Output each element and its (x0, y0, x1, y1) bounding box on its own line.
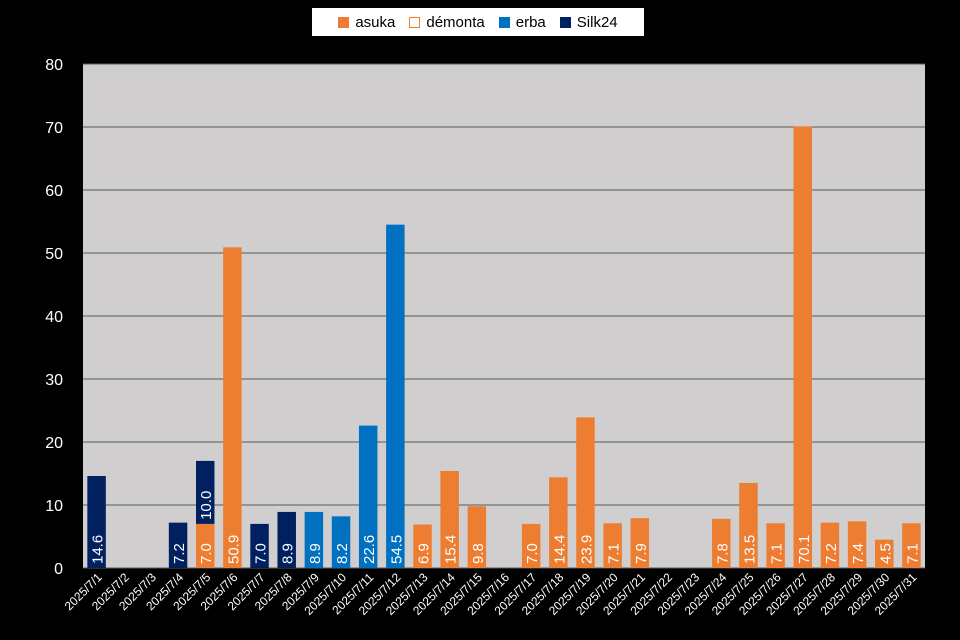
data-label: 9.8 (470, 543, 487, 564)
data-label: 7.9 (633, 543, 650, 564)
y-tick-label: 10 (45, 498, 63, 515)
y-tick-label: 20 (45, 435, 63, 452)
legend-label: démonta (426, 13, 485, 31)
bar-asuka (467, 506, 487, 568)
data-label: 14.4 (551, 535, 568, 564)
data-label: 7.0 (524, 543, 541, 564)
data-label: 7.2 (823, 543, 840, 564)
data-label: 23.9 (578, 535, 595, 564)
bar-asuka (549, 477, 568, 568)
data-label: 7.4 (850, 543, 867, 564)
bar-silk24 (277, 511, 296, 568)
data-label: 8.9 (280, 543, 297, 564)
data-label: 8.2 (334, 543, 351, 564)
y-tick-label: 50 (45, 246, 63, 263)
y-tick-label: 0 (54, 561, 63, 578)
legend-item: asuka (338, 14, 395, 31)
bar-asuka (793, 126, 813, 569)
bar-silk24 (195, 460, 215, 524)
data-label: 7.8 (714, 543, 731, 564)
data-label: 13.5 (741, 535, 758, 564)
data-label: 70.1 (796, 535, 813, 564)
data-label: 7.1 (904, 543, 921, 564)
data-label: 7.0 (253, 543, 270, 564)
data-label: 54.5 (388, 535, 405, 564)
legend-swatch (338, 16, 350, 28)
y-tick-label: 60 (45, 183, 63, 200)
data-label: 8.9 (307, 543, 324, 564)
legend-swatch (498, 16, 510, 28)
data-label: 7.0 (198, 543, 215, 564)
bar-asuka (440, 470, 459, 568)
legend-label: asuka (355, 13, 396, 31)
bar-asuka (603, 523, 622, 568)
bar-asuka (223, 247, 242, 568)
bar-asuka (195, 523, 215, 568)
legend-label: Silk24 (576, 13, 618, 31)
data-label: 15.4 (443, 535, 460, 564)
bar-asuka (820, 522, 840, 568)
bar-silk24 (168, 522, 188, 568)
bar-asuka (413, 524, 432, 568)
y-tick-label: 30 (45, 372, 63, 389)
data-label: 4.5 (877, 543, 894, 564)
bar-erba (331, 516, 351, 568)
bar-asuka (576, 417, 595, 568)
legend-swatch (409, 16, 421, 28)
bar-erba (304, 511, 324, 568)
bar-asuka (875, 539, 894, 568)
data-label: 14.6 (90, 535, 107, 564)
y-tick-label: 70 (45, 120, 63, 137)
legend: asuka démonta erba Silk24 (312, 8, 644, 36)
data-label: 7.1 (769, 543, 786, 564)
bar-asuka (847, 521, 867, 568)
bar-silk24 (87, 476, 106, 568)
legend-item: Silk24 (559, 13, 618, 31)
bar-asuka (902, 523, 921, 568)
bar-asuka (739, 482, 758, 568)
y-tick-label: 80 (45, 57, 63, 74)
bar-asuka (521, 523, 541, 568)
bar-asuka (712, 518, 731, 568)
legend-item: démonta (409, 13, 485, 31)
data-label: 22.6 (361, 535, 378, 564)
bar-erba (386, 224, 405, 568)
data-label: 7.1 (606, 543, 623, 564)
legend-item: erba (498, 13, 546, 31)
data-label: 6.9 (416, 543, 433, 564)
bar-erba (358, 425, 378, 568)
bar-asuka (630, 518, 650, 568)
legend-swatch (559, 16, 571, 28)
bar-silk24 (250, 523, 269, 568)
y-tick-label: 40 (45, 309, 63, 326)
data-label: 7.2 (171, 543, 188, 564)
data-label: 10.0 (198, 491, 215, 520)
bar-asuka (766, 523, 785, 568)
legend-label: erba (515, 13, 546, 31)
data-label: 50.9 (225, 535, 242, 564)
